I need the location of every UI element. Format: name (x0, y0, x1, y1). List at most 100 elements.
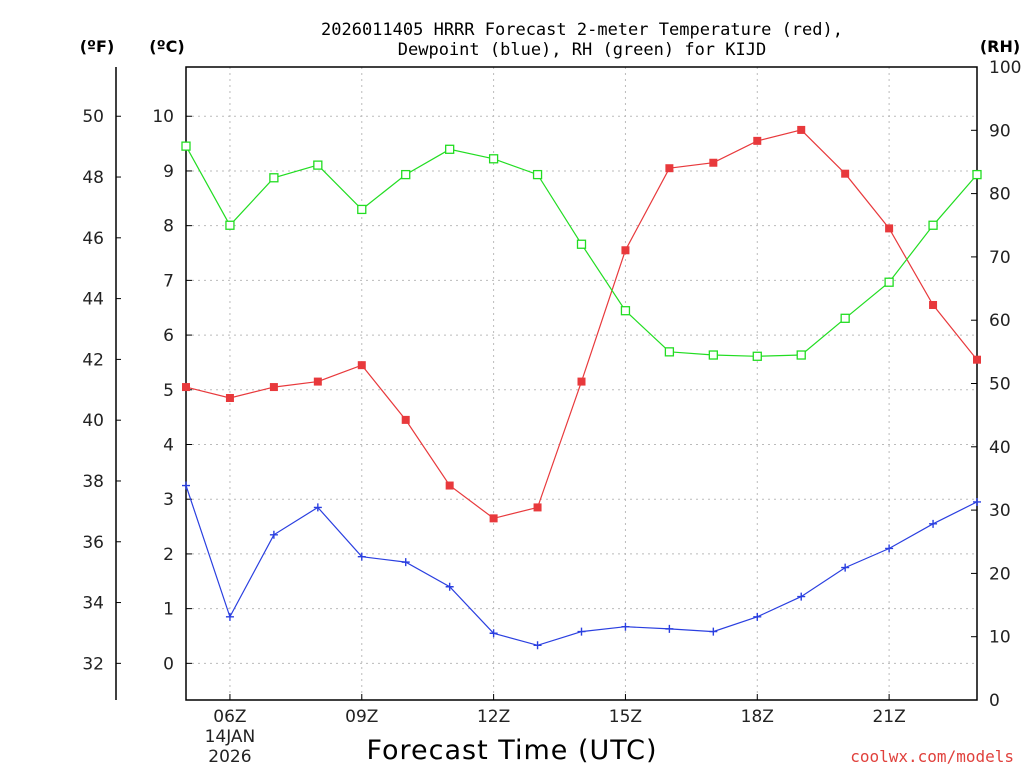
chart-title-line2: Dewpoint (blue), RH (green) for KIJD (398, 40, 766, 60)
y-tick-rh: 80 (989, 185, 1011, 205)
x-tick-label: 21Z (872, 707, 905, 727)
y-tick-celsius: 6 (163, 326, 174, 346)
dewpoint-point (401, 558, 410, 567)
y-tick-celsius: 10 (152, 107, 174, 127)
rh-point (313, 160, 323, 170)
x-tick-label: 15Z (609, 707, 642, 727)
chart-title-line1: 2026011405 HRRR Forecast 2-meter Tempera… (321, 20, 843, 40)
x-tick-label: 12Z (477, 707, 510, 727)
rh-point (708, 350, 718, 360)
temperature-point (401, 415, 410, 424)
dewpoint-point (929, 519, 938, 528)
temperature-point (753, 136, 762, 145)
rh-point (488, 154, 499, 164)
y-tick-rh: 50 (989, 375, 1011, 395)
y-tick-celsius: 2 (163, 545, 174, 565)
rh-point (752, 351, 762, 361)
rh-point (225, 220, 235, 230)
unit-celsius-label: (ºC) (149, 37, 184, 56)
temperature-point (533, 503, 542, 512)
y-tick-rh: 70 (989, 248, 1011, 268)
dewpoint-line (185, 485, 978, 646)
y-tick-fahrenheit: 36 (82, 533, 104, 553)
y-tick-celsius: 1 (163, 600, 174, 620)
dewpoint-point (885, 544, 894, 553)
y-tick-fahrenheit: 48 (82, 168, 104, 188)
dewpoint-point (841, 563, 850, 572)
y-tick-celsius: 8 (163, 217, 174, 237)
y-tick-fahrenheit: 42 (82, 350, 104, 370)
dewpoint-point (445, 582, 454, 591)
y-tick-rh: 30 (989, 501, 1011, 521)
temperature-point (489, 514, 498, 523)
temperature-point (182, 383, 190, 392)
temperature-point (313, 377, 322, 386)
y-tick-celsius: 3 (163, 490, 174, 510)
dewpoint-point (577, 627, 586, 636)
temperature-point (929, 300, 938, 309)
rh-point (620, 306, 631, 316)
x-tick-label: 06Z (213, 707, 246, 727)
rh-point (576, 239, 587, 249)
rh-point (972, 169, 982, 180)
y-tick-fahrenheit: 44 (82, 290, 104, 310)
rh-point (664, 347, 675, 357)
rh-point (445, 144, 455, 154)
temperature-point (797, 125, 806, 134)
series (181, 125, 982, 650)
temperature-point (445, 481, 454, 490)
rh-point (357, 204, 367, 215)
unit-fahrenheit-label: (ºF) (80, 37, 115, 56)
y-tick-rh: 40 (989, 438, 1011, 458)
rh-point (181, 141, 191, 151)
y-tick-fahrenheit: 32 (82, 654, 104, 674)
dewpoint-point (357, 552, 366, 561)
x-tick-label: 09Z (345, 707, 378, 727)
temperature-point (841, 169, 850, 178)
temperature-point (621, 246, 630, 255)
dewpoint-point (665, 624, 674, 633)
rh-point (532, 169, 543, 180)
dewpoint-point (973, 497, 981, 506)
temperature-point (269, 383, 278, 392)
y-tick-fahrenheit: 40 (82, 411, 104, 431)
y-tick-celsius: 5 (163, 381, 174, 401)
x-tick-label: 18Z (741, 707, 774, 727)
y-tick-fahrenheit: 34 (82, 594, 104, 614)
dewpoint-point (709, 627, 718, 636)
y-tick-celsius: 0 (163, 654, 174, 674)
dewpoint-point (533, 641, 542, 650)
unit-rh-label: (RH) (980, 37, 1020, 56)
y-tick-fahrenheit: 38 (82, 472, 104, 492)
temperature-point (973, 355, 981, 364)
tick-labels: 0123456789103234363840424446485001020304… (82, 58, 1021, 767)
rh-point (796, 350, 806, 360)
rh-point (928, 220, 938, 230)
rh-point (840, 313, 850, 323)
temperature-point (357, 361, 366, 370)
dewpoint-point (797, 592, 806, 601)
axes (115, 66, 978, 701)
temperature-line (185, 129, 978, 520)
temperature-point (577, 377, 586, 386)
temperature-point (709, 158, 718, 167)
x-axis-label: Forecast Time (UTC) (366, 735, 657, 766)
y-tick-rh: 10 (989, 628, 1011, 648)
rh-point (884, 277, 894, 287)
dewpoint-point (753, 612, 762, 621)
rh-point (401, 169, 411, 180)
y-tick-rh: 90 (989, 121, 1011, 141)
y-tick-rh: 60 (989, 311, 1011, 331)
y-tick-celsius: 9 (163, 162, 174, 182)
dewpoint-point (225, 612, 234, 621)
y-tick-rh: 0 (989, 691, 1000, 711)
x-tick-year: 2026 (208, 747, 251, 767)
y-tick-rh: 100 (989, 58, 1021, 78)
credit-text: coolwx.com/models (850, 747, 1014, 766)
x-tick-date: 14JAN (205, 727, 256, 747)
dewpoint-point (182, 481, 190, 490)
dewpoint-point (621, 622, 630, 631)
temperature-point (225, 393, 234, 402)
dewpoint-point (313, 503, 322, 512)
